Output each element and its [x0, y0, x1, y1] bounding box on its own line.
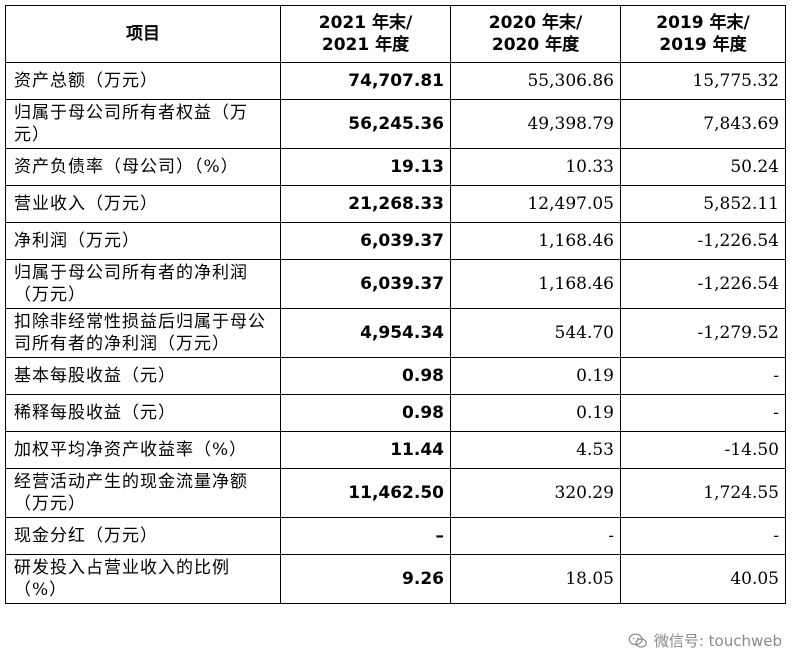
- value-2021: 19.13: [280, 148, 451, 186]
- table-row: 基本每股收益（元） 0.98 0.19-: [5, 357, 786, 395]
- value-2021: –: [280, 517, 451, 555]
- value-2021: 11.44: [280, 431, 451, 469]
- row-label: 稀释每股收益（元）: [5, 394, 281, 432]
- value-2019: 40.05: [620, 554, 786, 604]
- row-label: 资产总额（万元）: [5, 62, 281, 100]
- value-2021: 6,039.37: [280, 259, 451, 309]
- value-2019: -: [620, 517, 786, 555]
- value-2020: 49,398.79: [450, 99, 621, 149]
- financial-table: 项目 2021 年末/ 2021 年度 2020 年末/ 2020 年度 201…: [5, 5, 786, 604]
- row-label: 资产负债率（母公司）（%）: [5, 148, 281, 186]
- value-2021: 21,268.33: [280, 185, 451, 223]
- table-row: 现金分红（万元） – - -: [5, 517, 786, 555]
- value-2020: 1,168.46: [450, 259, 621, 309]
- value-2019: -14.50: [620, 431, 786, 469]
- value-2020: 18.05: [450, 554, 621, 604]
- value-2020: 544.70: [450, 308, 621, 358]
- row-label: 扣除非经常性损益后归属于母公司所有者的净利润（万元）: [5, 308, 281, 358]
- value-2019: -: [620, 357, 786, 395]
- table-row: 经营活动产生的现金流量净额（万元） 11,462.50 320.29 1,724.55: [5, 468, 786, 518]
- header-row: 项目 2021 年末/ 2021 年度 2020 年末/ 2020 年度 201…: [5, 5, 786, 63]
- row-label: 净利润（万元）: [5, 222, 281, 260]
- row-label: 加权平均净资产收益率（%）: [5, 431, 281, 469]
- value-2020: 12,497.05: [450, 185, 621, 223]
- table-row: 归属于母公司所有者的净利润（万元） 6,039.37 1,168.46 -1,226.…: [5, 259, 786, 309]
- table-row: 加权平均净资产收益率（%） 11.44 4.53 -14.50: [5, 431, 786, 469]
- value-2019: -1,226.54: [620, 259, 786, 309]
- table-row: 净利润（万元） 6,039.37 1,168.46 -1,226.54: [5, 222, 786, 260]
- table-row: 资产总额（万元） 74,707.81 55,306.86 15,775.32: [5, 62, 786, 100]
- table-row: 归属于母公司所有者权益（万元） 56,245.36 49,398.79 7,843.6…: [5, 99, 786, 149]
- value-2020: 1,168.46: [450, 222, 621, 260]
- value-2020: 0.19: [450, 357, 621, 395]
- row-label: 现金分红（万元）: [5, 517, 281, 555]
- value-2021: 74,707.81: [280, 62, 451, 100]
- value-2020: 55,306.86: [450, 62, 621, 100]
- watermark: 微信号: touchweb: [628, 630, 782, 651]
- watermark-text: 微信号: touchweb: [653, 632, 782, 650]
- row-label: 归属于母公司所有者权益（万元）: [5, 99, 281, 149]
- value-2019: 50.24: [620, 148, 786, 186]
- table-row: 营业收入（万元） 21,268.33 12,497.05 5,852.11: [5, 185, 786, 223]
- value-2021: 9.26: [280, 554, 451, 604]
- header-2021-text: 2021 年末/ 2021 年度: [318, 13, 413, 55]
- value-2021: 6,039.37: [280, 222, 451, 260]
- header-2020: 2020 年末/ 2020 年度: [450, 5, 621, 63]
- table-row: 研发投入占营业收入的比例（%） 9.26 18.05 40.05: [5, 554, 786, 604]
- value-2019: -1,226.54: [620, 222, 786, 260]
- value-2021: 0.98: [280, 357, 451, 395]
- table-row: 资产负债率（母公司）（%） 19.13 10.33 50.24: [5, 148, 786, 186]
- value-2021: 4,954.34: [280, 308, 451, 358]
- value-2020: 10.33: [450, 148, 621, 186]
- value-2019: 1,724.55: [620, 468, 786, 518]
- value-2019: 5,852.11: [620, 185, 786, 223]
- value-2021: 56,245.36: [280, 99, 451, 149]
- table-row: 稀释每股收益（元） 0.98 0.19-: [5, 394, 786, 432]
- row-label: 研发投入占营业收入的比例（%）: [5, 554, 281, 604]
- value-2020: 0.19: [450, 394, 621, 432]
- value-2021: 0.98: [280, 394, 451, 432]
- value-2020: -: [450, 517, 621, 555]
- value-2021: 11,462.50: [280, 468, 451, 518]
- value-2019: 7,843.69: [620, 99, 786, 149]
- table-row: 扣除非经常性损益后归属于母公司所有者的净利润（万元） 4,954.34 544.70…: [5, 308, 786, 358]
- row-label: 营业收入（万元）: [5, 185, 281, 223]
- header-2020-text: 2020 年末/ 2020 年度: [488, 13, 583, 55]
- row-label: 归属于母公司所有者的净利润（万元）: [5, 259, 281, 309]
- header-2019: 2019 年末/ 2019 年度: [620, 5, 786, 63]
- row-label: 基本每股收益（元）: [5, 357, 281, 395]
- wechat-icon: [628, 633, 647, 648]
- value-2020: 320.29: [450, 468, 621, 518]
- value-2020: 4.53: [450, 431, 621, 469]
- value-2019: 15,775.32: [620, 62, 786, 100]
- header-2021: 2021 年末/ 2021 年度: [280, 5, 451, 63]
- value-2019: -1,279.52: [620, 308, 786, 358]
- header-item: 项目: [5, 5, 281, 63]
- header-2019-text: 2019 年末/ 2019 年度: [656, 13, 750, 55]
- row-label: 经营活动产生的现金流量净额（万元）: [5, 468, 281, 518]
- value-2019: -: [620, 394, 786, 432]
